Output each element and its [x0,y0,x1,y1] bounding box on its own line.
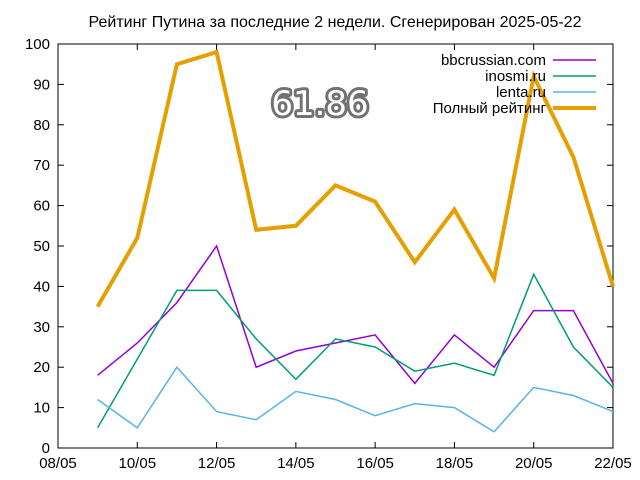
x-tick-label: 20/05 [515,455,553,472]
series-line-0 [97,244,614,385]
y-tick-label: 90 [33,76,50,93]
legend-label: bbcrussian.com [441,52,546,69]
x-tick-label: 22/05 [594,455,632,472]
annotation: 61.86 61.86 [268,81,371,127]
y-tick-label: 70 [33,157,50,174]
y-tick-label: 10 [33,400,50,417]
x-tick-label: 14/05 [277,455,315,472]
x-tick-label: 12/05 [198,455,236,472]
y-tick-label: 0 [42,440,50,457]
chart-title: Рейтинг Путина за последние 2 недели. Сг… [89,14,582,31]
x-tick-label: 08/05 [39,455,77,472]
x-tick-label: 16/05 [356,455,394,472]
legend-label: Полный рейтинг [433,100,547,117]
x-tick-label: 18/05 [436,455,474,472]
y-tick-label: 50 [33,238,50,255]
rating-value: 61.86 [271,84,368,124]
x-tick-label: 10/05 [119,455,157,472]
series-line-1 [96,272,614,429]
series-layer [95,49,615,433]
y-tick-label: 80 [33,117,50,134]
y-tick-label: 40 [33,278,50,295]
series-line-2 [97,365,614,433]
axes: 0 10 20 30 40 50 60 70 80 90 100 08/05 10/05 12/05 14/… [25,36,632,472]
legend-label: inosmi.ru [485,68,546,85]
series-line-3 [95,49,615,308]
y-tick-label: 20 [33,359,50,376]
rating-value-shadow: 61.86 [271,84,368,124]
y-tick-label: 30 [33,319,50,336]
y-tick-label: 100 [25,36,50,53]
y-tick-label: 60 [33,198,50,215]
legend-label: lenta.ru [496,84,546,101]
